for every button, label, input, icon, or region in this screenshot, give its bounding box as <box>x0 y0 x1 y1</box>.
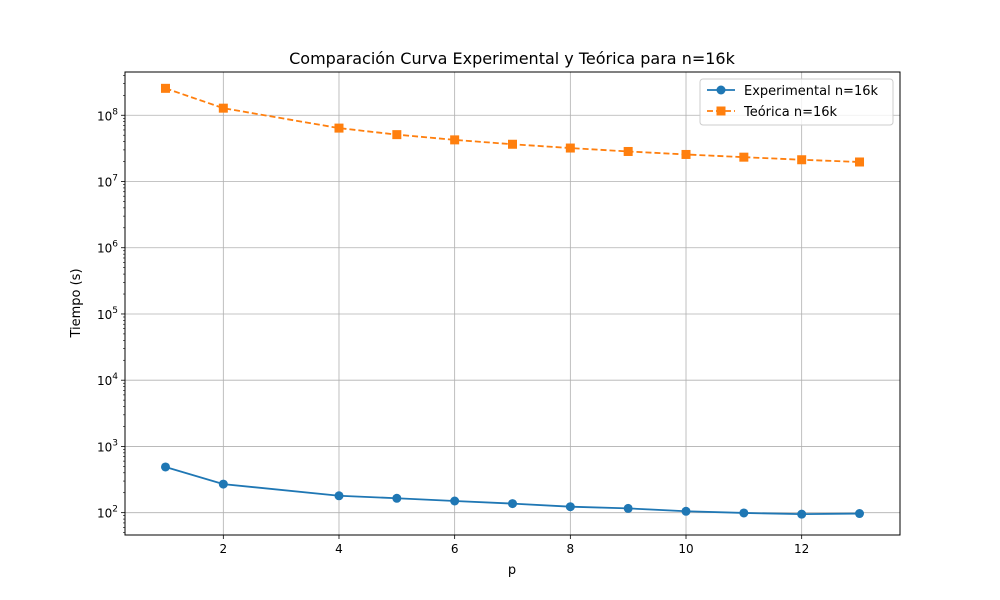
data-point-teorica <box>218 103 228 113</box>
x-tick-label: 10 <box>678 542 693 556</box>
data-point-teorica <box>797 155 807 165</box>
x-tick-label: 6 <box>451 542 459 556</box>
y-tick-label: 102 <box>97 505 118 521</box>
y-tick-label: 105 <box>97 306 118 322</box>
data-point-teorica <box>392 130 402 140</box>
data-point-experimental <box>681 506 691 516</box>
chart-title: Comparación Curva Experimental y Teórica… <box>289 49 735 68</box>
x-tick-label: 12 <box>794 542 809 556</box>
data-point-experimental <box>334 491 344 501</box>
data-point-experimental <box>218 479 228 489</box>
x-axis-ticks: 2 4 6 8 10 12 <box>220 535 809 556</box>
x-tick-label: 2 <box>220 542 228 556</box>
data-point-teorica <box>450 135 460 145</box>
data-point-experimental <box>739 508 749 518</box>
data-point-teorica <box>681 149 691 159</box>
legend-marker-experimental <box>716 85 726 95</box>
y-tick-label: 104 <box>97 372 118 388</box>
x-tick-label: 8 <box>567 542 575 556</box>
data-point-experimental <box>797 509 807 519</box>
legend-box <box>699 78 894 126</box>
y-tick-label: 106 <box>97 240 118 256</box>
data-point-experimental <box>508 499 517 509</box>
data-point-teorica <box>855 157 865 167</box>
y-axis-label: Tiempo (s) <box>69 268 84 338</box>
series-line-experimental <box>165 466 860 516</box>
data-point-experimental <box>392 493 402 503</box>
y-tick-label: 103 <box>97 438 118 454</box>
data-point-experimental <box>450 496 460 506</box>
data-point-teorica <box>508 139 517 149</box>
plot-frame <box>124 71 901 536</box>
data-point-teorica <box>565 143 575 153</box>
data-point-teorica <box>623 146 633 156</box>
data-point-experimental <box>565 502 575 512</box>
legend-label-teorica: Teórica n=16k <box>743 105 838 120</box>
series-line-teorica <box>165 87 860 163</box>
y-tick-label: 108 <box>97 107 118 123</box>
legend: Experimental n=16k Teórica n=16k <box>699 78 894 126</box>
y-tick-label: 107 <box>97 173 118 189</box>
data-point-teorica <box>160 83 170 93</box>
x-tick-label: 4 <box>335 542 343 556</box>
legend-marker-teorica <box>716 106 726 116</box>
legend-label-experimental: Experimental n=16k <box>744 84 878 99</box>
plot-area <box>125 72 900 535</box>
data-point-teorica <box>739 152 749 162</box>
data-point-experimental <box>855 509 865 519</box>
data-point-teorica <box>334 123 344 133</box>
series-layer <box>160 83 865 519</box>
x-axis-label: p <box>508 563 516 578</box>
data-point-experimental <box>623 503 633 513</box>
y-axis-ticks: 102 103 104 105 106 107 108 <box>97 75 125 533</box>
data-point-experimental <box>160 462 170 472</box>
